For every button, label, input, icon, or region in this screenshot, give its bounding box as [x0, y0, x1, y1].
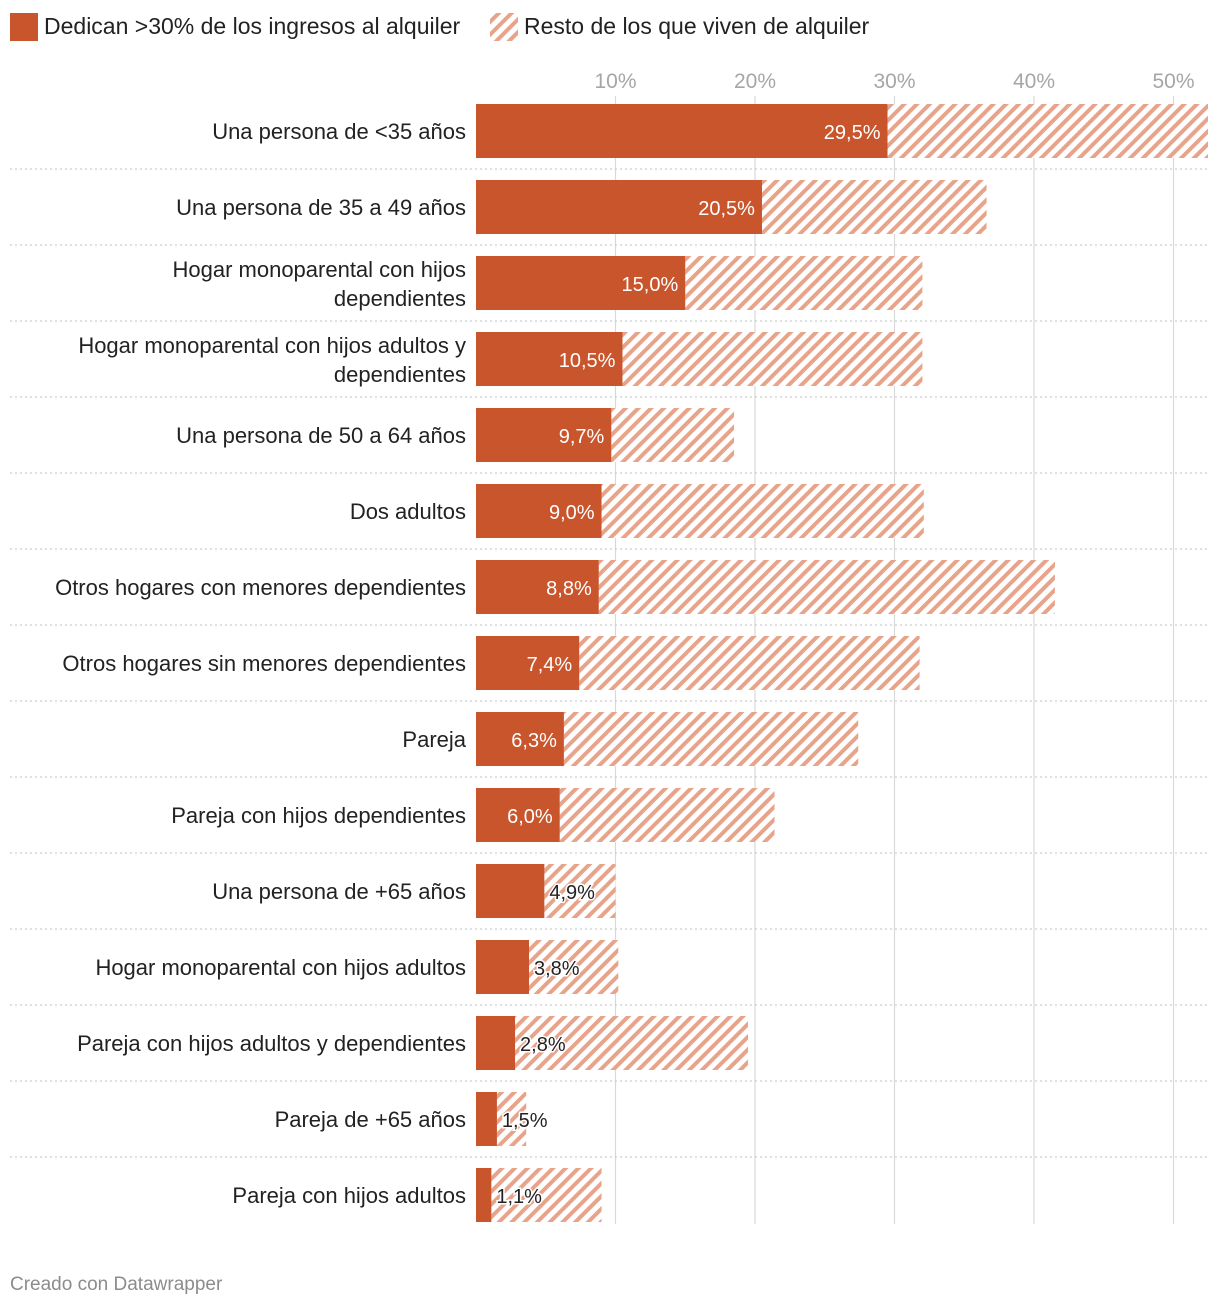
bar-row: Una persona de 35 a 49 años 20,5% [10, 180, 1208, 246]
category-label: Dos adultos [350, 499, 466, 524]
bar-row: Otros hogares sin menores dependientes 7,… [10, 636, 1208, 702]
value-label: 9,0% [549, 502, 595, 524]
bar-row: Pareja con hijos dependientes 6,0% [10, 788, 1208, 854]
value-label: 29,5% [824, 122, 881, 144]
category-label: Una persona de +65 años [212, 879, 466, 904]
value-label: 2,8% [520, 1034, 566, 1056]
category-label: Pareja con hijos adultos y dependientes [77, 1031, 466, 1056]
footer-credit: Creado con Datawrapper [10, 1274, 223, 1295]
legend-swatch-rest [490, 13, 518, 41]
x-tick-label: 30% [873, 70, 915, 93]
category-label: Una persona de 50 a 64 años [176, 423, 466, 448]
bar-segment-rest [611, 408, 735, 462]
bar-row: Pareja con hijos adultos y dependientes 2… [10, 1016, 1208, 1082]
value-label: 7,4% [527, 654, 573, 676]
value-label: 20,5% [698, 198, 755, 220]
bar-segment-primary [476, 636, 580, 690]
bar-segment-rest [559, 788, 775, 842]
category-label: Pareja con hijos dependientes [171, 803, 466, 828]
x-tick-label: 10% [594, 70, 636, 93]
category-label: Otros hogares con menores dependientes [55, 575, 466, 600]
bar-row: Dos adultos 9,0% [10, 484, 1208, 550]
bars: Una persona de <35 años 29,5%Una persona … [10, 104, 1208, 1222]
bar-row: Hogar monoparental con hijos adultos 3,8% [10, 940, 1208, 1006]
bar-segment-primary [476, 408, 612, 462]
bar-segment-rest [685, 256, 923, 310]
value-label: 9,7% [559, 426, 605, 448]
bar-segment-primary [476, 1168, 492, 1222]
x-axis-ticks: 10% 20% 30% 40% 50% [594, 70, 1194, 93]
bar-segment-primary [476, 104, 888, 158]
x-tick-label: 40% [1013, 70, 1055, 93]
bar-segment-primary [476, 864, 545, 918]
category-label: Hogar monoparental con hijos adultos y de… [78, 333, 466, 387]
value-label: 1,1% [496, 1186, 542, 1208]
x-tick-label: 50% [1152, 70, 1194, 93]
bar-row: Una persona de +65 años 4,9% [10, 864, 1208, 930]
bar-segment-primary [476, 332, 623, 386]
bar-segment-rest [622, 332, 923, 386]
value-label: 6,3% [511, 730, 557, 752]
bar-segment-rest [491, 1168, 602, 1222]
value-label: 8,8% [546, 578, 592, 600]
x-tick-label: 20% [734, 70, 776, 93]
bar-row: Una persona de 50 a 64 años 9,7% [10, 408, 1208, 474]
category-label: Pareja [402, 727, 466, 752]
bar-segment-rest [761, 180, 987, 234]
category-label: Otros hogares sin menores dependientes [62, 651, 466, 676]
bar-row: Una persona de <35 años 29,5% [10, 104, 1208, 170]
bar-row: Hogar monoparental con hijos dependientes… [10, 256, 1208, 322]
category-label: Una persona de <35 años [212, 119, 466, 144]
bar-segment-rest [601, 484, 924, 538]
value-label: 10,5% [559, 350, 616, 372]
value-label: 3,8% [534, 958, 580, 980]
value-label: 4,9% [549, 882, 595, 904]
category-label: Una persona de 35 a 49 años [176, 195, 466, 220]
bar-segment-primary [476, 712, 564, 766]
bar-segment-rest [563, 712, 859, 766]
bar-segment-rest [496, 1092, 527, 1146]
legend-label-primary: Dedican >30% de los ingresos al alquiler [44, 13, 461, 39]
bar-segment-primary [476, 940, 530, 994]
bar-segment-primary [476, 560, 599, 614]
bar-segment-rest [529, 940, 619, 994]
legend-swatch-primary [10, 13, 38, 41]
legend: Dedican >30% de los ingresos al alquiler… [10, 13, 870, 41]
bar-segment-primary [476, 484, 602, 538]
legend-label-rest: Resto de los que viven de alquiler [524, 13, 870, 39]
bar-row: Otros hogares con menores dependientes 8,… [10, 560, 1208, 626]
category-label: Hogar monoparental con hijos dependientes [172, 257, 466, 311]
bar-segment-rest [579, 636, 920, 690]
bar-row: Pareja 6,3% [10, 712, 1208, 778]
bar-segment-primary [476, 1016, 516, 1070]
bar-segment-primary [476, 788, 560, 842]
value-label: 1,5% [502, 1110, 548, 1132]
category-label: Pareja con hijos adultos [232, 1183, 466, 1208]
value-label: 15,0% [622, 274, 679, 296]
bar-row: Pareja de +65 años 1,5% [10, 1092, 1208, 1158]
category-label: Pareja de +65 años [275, 1107, 466, 1132]
bar-segment-rest [598, 560, 1055, 614]
category-label: Hogar monoparental con hijos adultos [95, 955, 466, 980]
bar-segment-primary [476, 256, 686, 310]
bar-segment-primary [476, 180, 762, 234]
bar-segment-primary [476, 1092, 497, 1146]
bar-segment-rest [887, 104, 1208, 158]
bar-row: Pareja con hijos adultos 1,1% [232, 1168, 602, 1222]
value-label: 6,0% [507, 806, 553, 828]
bar-segment-rest [544, 864, 616, 918]
bar-row: Hogar monoparental con hijos adultos y de… [10, 332, 1208, 398]
bar-segment-rest [515, 1016, 749, 1070]
